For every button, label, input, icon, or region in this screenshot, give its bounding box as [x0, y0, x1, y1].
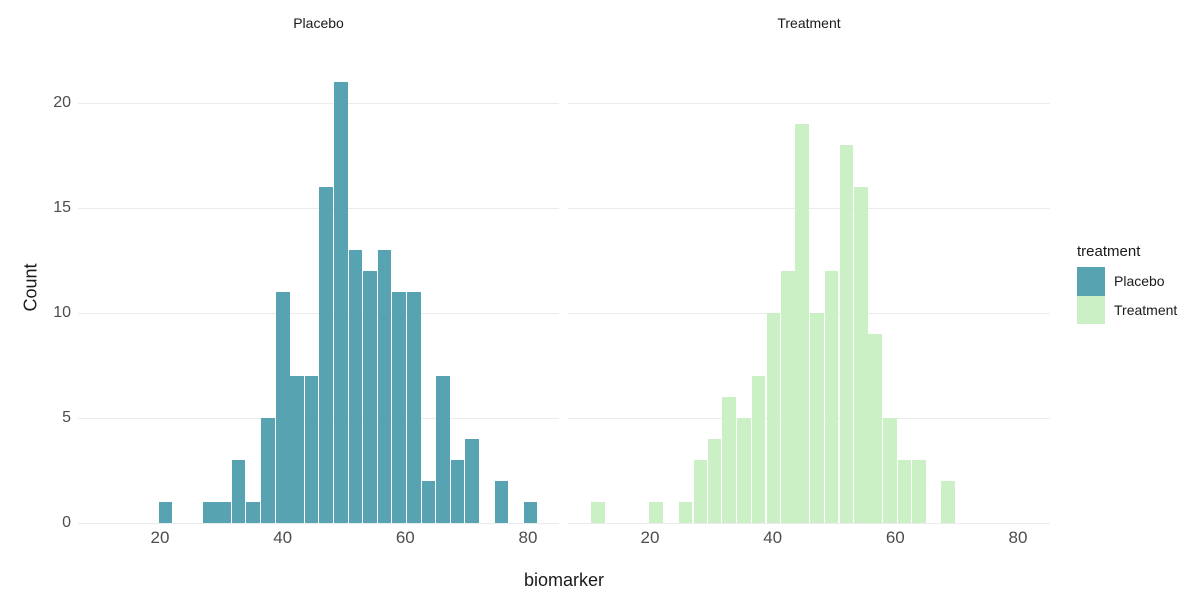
legend-swatch-placebo [1077, 267, 1105, 296]
legend-title: treatment [1077, 243, 1141, 260]
histogram-bar [897, 460, 912, 523]
histogram-bar [392, 292, 407, 523]
gridline [78, 418, 559, 419]
histogram-bar [435, 376, 450, 523]
histogram-bar [810, 313, 824, 523]
histogram-bar [868, 334, 882, 523]
histogram-bar [707, 439, 722, 523]
gridline [78, 523, 559, 524]
gridline [78, 313, 559, 314]
histogram-bar [766, 313, 781, 523]
x-axis-title: biomarker [523, 570, 605, 590]
x-tick-label: 40 [763, 528, 783, 547]
facet-strip-placebo: Placebo [293, 15, 344, 31]
x-tick-label: 20 [640, 528, 660, 547]
histogram-bar [751, 376, 766, 523]
legend-swatch-treatment [1077, 295, 1105, 324]
x-tick-label: 60 [885, 528, 905, 547]
gridline [78, 208, 559, 209]
gridline [568, 103, 1050, 104]
histogram-bar [158, 502, 173, 523]
histogram-bar [450, 460, 465, 523]
legend-item-label: Treatment [1114, 301, 1178, 318]
x-tick-label: 80 [1008, 528, 1028, 547]
histogram-bar [231, 460, 246, 523]
histogram-bar [319, 187, 334, 523]
histogram-bar [261, 418, 275, 523]
y-tick-label: 15 [53, 199, 71, 216]
facet-strip-treatment: Treatment [777, 15, 841, 31]
legend-item-label: Placebo [1114, 273, 1165, 290]
histogram-bar [523, 502, 538, 523]
x-tick-label: 80 [518, 528, 538, 547]
histogram-bar [591, 502, 605, 523]
legend-item-placebo: Placebo [1077, 267, 1177, 296]
histogram-bar [246, 502, 261, 523]
histogram-bar [217, 502, 231, 523]
x-tick-label: 20 [150, 528, 170, 547]
x-tick-label: 40 [273, 528, 293, 547]
histogram-bar [290, 376, 304, 523]
gridline [568, 313, 1050, 314]
histogram-bar [912, 460, 927, 523]
gridline [568, 523, 1050, 524]
histogram-bar [421, 481, 436, 523]
histogram-bar [693, 460, 708, 523]
histogram-bar [737, 418, 751, 523]
y-tick-label: 10 [53, 304, 71, 321]
histogram-bar [202, 502, 217, 523]
y-tick-label: 20 [53, 94, 71, 111]
histogram-bar [941, 481, 955, 523]
histogram-bar [494, 481, 509, 523]
histogram-bar [824, 271, 839, 523]
histogram-bar [304, 376, 319, 523]
gridline [78, 103, 559, 104]
histogram-bar [348, 250, 363, 523]
histogram-bar [854, 187, 868, 523]
histogram-bar [678, 502, 693, 523]
legend: treatment Placebo Treatment [1077, 243, 1177, 324]
histogram-bar [883, 418, 897, 523]
histogram-bar [465, 439, 480, 523]
histogram-bar [407, 292, 421, 523]
histogram-bar [781, 271, 795, 523]
histogram-bar [377, 250, 392, 523]
histogram-bar [649, 502, 663, 523]
histogram-bar [275, 292, 290, 523]
legend-item-treatment: Treatment [1077, 295, 1178, 324]
y-tick-label: 5 [62, 409, 71, 426]
legend-items: Placebo Treatment [1077, 267, 1177, 324]
histogram-bar [795, 124, 809, 523]
histogram-bar [363, 271, 377, 523]
histogram-bar [722, 397, 736, 523]
x-tick-label: 60 [395, 528, 415, 547]
y-tick-label: 0 [62, 514, 71, 531]
y-axis-title: Count [20, 263, 41, 312]
gridline [568, 208, 1050, 209]
histogram-bar [839, 145, 854, 523]
gridline [568, 418, 1050, 419]
histogram-bar [334, 82, 348, 523]
